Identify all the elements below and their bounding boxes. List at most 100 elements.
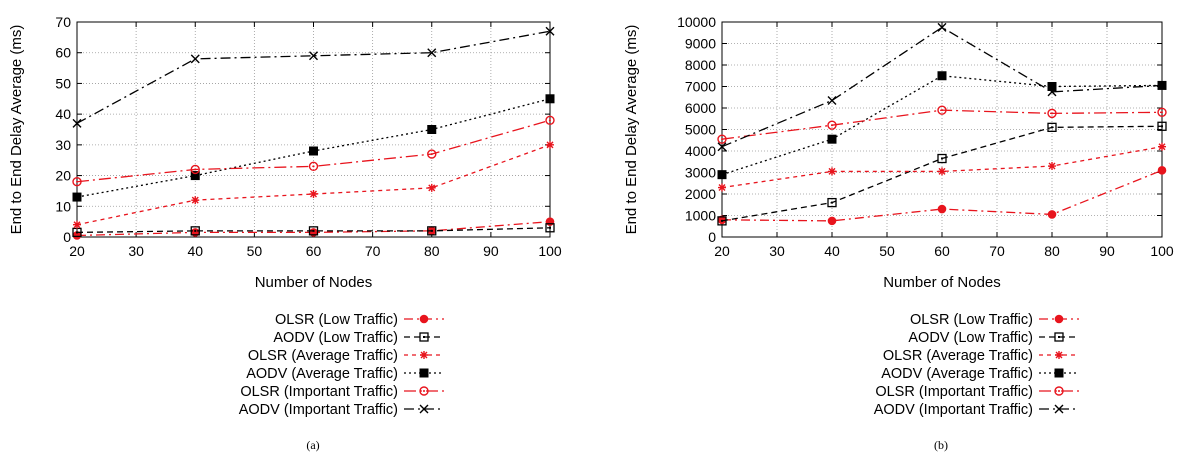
chart2: 20 30 40 50 60 70 80 90 100010002000300040005000… xyxy=(623,14,1174,452)
chart2-series-2-point-4 xyxy=(1047,122,1057,132)
chart1-ytick-label-5: 50 xyxy=(55,75,71,91)
chart1-plot-frame xyxy=(76,21,551,238)
chart2-legend-item-1: OLSR (Low Traffic) xyxy=(910,312,1079,328)
chart1-series-6-point-3 xyxy=(309,51,318,61)
chart1-legend-marker-1 xyxy=(419,314,429,324)
chart1-series-2-point-4 xyxy=(427,226,437,236)
chart2-series-6-point-3 xyxy=(937,22,947,32)
chart2-series-6-point-5 xyxy=(1157,80,1167,90)
chart2-ytick-label-1: 1000 xyxy=(685,208,716,224)
chart2-ylabel: End to End Delay Average (ms) xyxy=(623,25,640,235)
chart1-legend-marker-3 xyxy=(420,351,428,359)
chart1-legend-marker-4 xyxy=(419,368,429,378)
chart2-series-5-point-2 xyxy=(827,120,837,130)
chart2-ytick-label-7: 7000 xyxy=(685,79,716,95)
chart1-ylabel: End to End Delay Average (ms) xyxy=(8,25,25,235)
chart1-xtick-label-1: 30 xyxy=(128,243,144,259)
chart1-series-5 xyxy=(72,115,555,187)
chart1-series-6-point-1 xyxy=(72,118,82,128)
chart2-series-3-point-5 xyxy=(1158,142,1166,151)
chart1-series-6-point-4 xyxy=(427,48,437,58)
chart1-legend-label-2: AODV (Low Traffic) xyxy=(273,330,398,346)
chart2-series-3 xyxy=(718,142,1166,192)
chart1-series-3-point-4 xyxy=(427,183,436,192)
chart1-xtick-label-4: 60 xyxy=(306,243,322,259)
chart2-series-3-line xyxy=(721,146,1163,189)
chart1-series-2-point-3 xyxy=(308,226,319,236)
chart2-series-4-point-2 xyxy=(827,134,837,144)
chart1-ytick-label-4: 40 xyxy=(55,106,71,122)
chart1-series-3-point-2 xyxy=(191,196,200,205)
chart1-series-3-line xyxy=(76,144,551,226)
chart2-xtick-label-1: 30 xyxy=(769,243,785,259)
chart2-series-2-point-3 xyxy=(937,153,947,164)
chart2-series-2-point-2 xyxy=(827,197,837,208)
chart2-xtick-label-8: 100 xyxy=(1150,243,1174,259)
chart1-legend-item-4: AODV (Average Traffic) xyxy=(246,366,444,382)
chart2-series-2-point-1 xyxy=(717,216,727,226)
chart1-series-3-point-3 xyxy=(309,190,318,198)
chart1-xlabel: Number of Nodes xyxy=(255,274,373,291)
chart2-series-5 xyxy=(717,105,1167,144)
chart1-legend-label-4: AODV (Average Traffic) xyxy=(246,366,398,382)
chart2-series-2 xyxy=(717,121,1167,226)
chart2-series-1-point-4 xyxy=(1047,210,1057,219)
chart1-series-6-point-2 xyxy=(190,54,200,64)
chart1-ytick-label-3: 30 xyxy=(55,137,71,153)
chart1-series-4-point-5 xyxy=(545,94,555,104)
chart1-series-4 xyxy=(72,94,555,202)
chart1-ytick-label-7: 70 xyxy=(55,14,71,30)
chart1-legend-item-1: OLSR (Low Traffic) xyxy=(275,312,444,328)
chart1-series-5-point-1 xyxy=(72,177,82,187)
chart1-series-2-line xyxy=(76,227,551,234)
chart1-xtick-label-5: 70 xyxy=(365,243,381,259)
chart1-xtick-label-8: 100 xyxy=(538,243,562,259)
chart2-legend-item-6: AODV (Important Traffic) xyxy=(874,402,1079,418)
chart1-legend-label-1: OLSR (Low Traffic) xyxy=(275,312,398,328)
chart2-series-1 xyxy=(717,166,1167,226)
chart2-series-1-point-2 xyxy=(827,216,837,226)
chart2-series-4-point-3 xyxy=(937,71,947,81)
chart2-series-4-point-4 xyxy=(1047,82,1057,91)
chart1-ytick-label-2: 20 xyxy=(55,168,71,184)
chart2-xtick-label-4: 60 xyxy=(934,243,950,259)
chart1-series-4-point-3 xyxy=(309,146,318,156)
chart2-legend-label-2: AODV (Low Traffic) xyxy=(908,330,1033,346)
chart2-series-6-line xyxy=(721,26,1163,148)
chart1-ytick-label-1: 10 xyxy=(55,198,71,214)
chart2-ytick-label-4: 4000 xyxy=(685,143,716,159)
chart2-series-6-point-2 xyxy=(827,95,837,105)
chart2-caption: (b) xyxy=(934,438,948,452)
chart2-xtick-label-2: 40 xyxy=(824,243,840,259)
chart2-xlabel: Number of Nodes xyxy=(883,274,1001,291)
chart2-series-6-point-4 xyxy=(1047,87,1057,97)
chart1-legend-item-3: OLSR (Average Traffic) xyxy=(248,348,444,364)
chart1-series-5-point-2 xyxy=(190,164,200,175)
chart1-series-4-point-4 xyxy=(427,125,437,134)
chart2-series-4-point-1 xyxy=(717,170,727,180)
chart2-ytick-label-3: 3000 xyxy=(685,165,716,181)
chart2-legend-item-4: AODV (Average Traffic) xyxy=(881,366,1079,382)
chart1-series-3-point-5 xyxy=(546,140,554,149)
chart1-series-2-point-5 xyxy=(545,223,555,233)
chart2-legend-item-3: OLSR (Average Traffic) xyxy=(883,348,1079,364)
chart2-legend-marker-5 xyxy=(1054,386,1064,396)
chart1: 20 30 40 50 60 70 80 90 100 0 10 20 30 40 50 60 70 Number… xyxy=(8,14,562,452)
chart2-xtick-label-3: 50 xyxy=(879,243,895,259)
chart2-xtick-label-6: 80 xyxy=(1044,243,1060,259)
chart1-series-2-point-2 xyxy=(190,226,200,236)
chart2-ytick-label-2: 2000 xyxy=(685,186,716,202)
chart1-legend-label-3: OLSR (Average Traffic) xyxy=(248,348,398,364)
chart2-series-5-point-5 xyxy=(1157,107,1167,118)
chart2-series-3-point-1 xyxy=(718,183,726,192)
chart2-legend-marker-2 xyxy=(1054,332,1064,342)
chart1-series-5-point-4 xyxy=(427,149,437,159)
chart2-legend-item-5: OLSR (Important Traffic) xyxy=(875,384,1079,400)
chart2-legend-label-4: AODV (Average Traffic) xyxy=(881,366,1033,382)
chart2-legend-marker-1 xyxy=(1054,314,1064,324)
chart1-legend-item-6: AODV (Important Traffic) xyxy=(239,402,444,418)
chart2-series-3-point-4 xyxy=(1048,162,1056,171)
chart2-series-2-point-5 xyxy=(1157,121,1167,131)
chart2-legend-marker-6 xyxy=(1054,404,1064,414)
chart2-legend-item-2: AODV (Low Traffic) xyxy=(908,330,1079,346)
